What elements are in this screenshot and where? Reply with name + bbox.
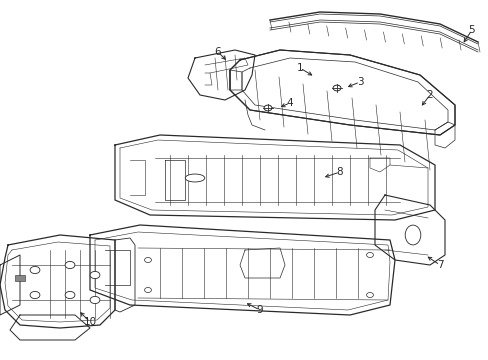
Circle shape [30,291,40,298]
Circle shape [144,257,151,262]
Ellipse shape [405,225,420,245]
Polygon shape [187,50,254,100]
Text: 6: 6 [214,47,221,57]
Text: 7: 7 [436,260,443,270]
Circle shape [366,292,373,297]
Ellipse shape [185,174,204,182]
Text: 5: 5 [468,25,474,35]
Polygon shape [229,70,242,90]
Polygon shape [0,235,115,328]
Circle shape [90,271,100,279]
Circle shape [65,291,75,298]
Text: 4: 4 [286,98,293,108]
Polygon shape [90,225,394,315]
FancyBboxPatch shape [15,275,25,281]
Polygon shape [374,195,444,265]
Circle shape [144,288,151,293]
Text: 3: 3 [356,77,363,87]
Circle shape [366,252,373,257]
Polygon shape [115,135,434,220]
Polygon shape [10,315,90,340]
Text: 1: 1 [296,63,303,73]
Text: 10: 10 [83,317,96,327]
Circle shape [332,85,340,91]
Circle shape [264,105,271,111]
Circle shape [65,261,75,269]
Text: 2: 2 [426,90,432,100]
Circle shape [30,266,40,274]
Circle shape [90,296,100,303]
Polygon shape [229,50,454,135]
Text: 9: 9 [256,305,263,315]
Polygon shape [0,255,20,315]
Text: 8: 8 [336,167,343,177]
Polygon shape [240,248,285,278]
Polygon shape [434,122,454,148]
Polygon shape [115,238,135,312]
